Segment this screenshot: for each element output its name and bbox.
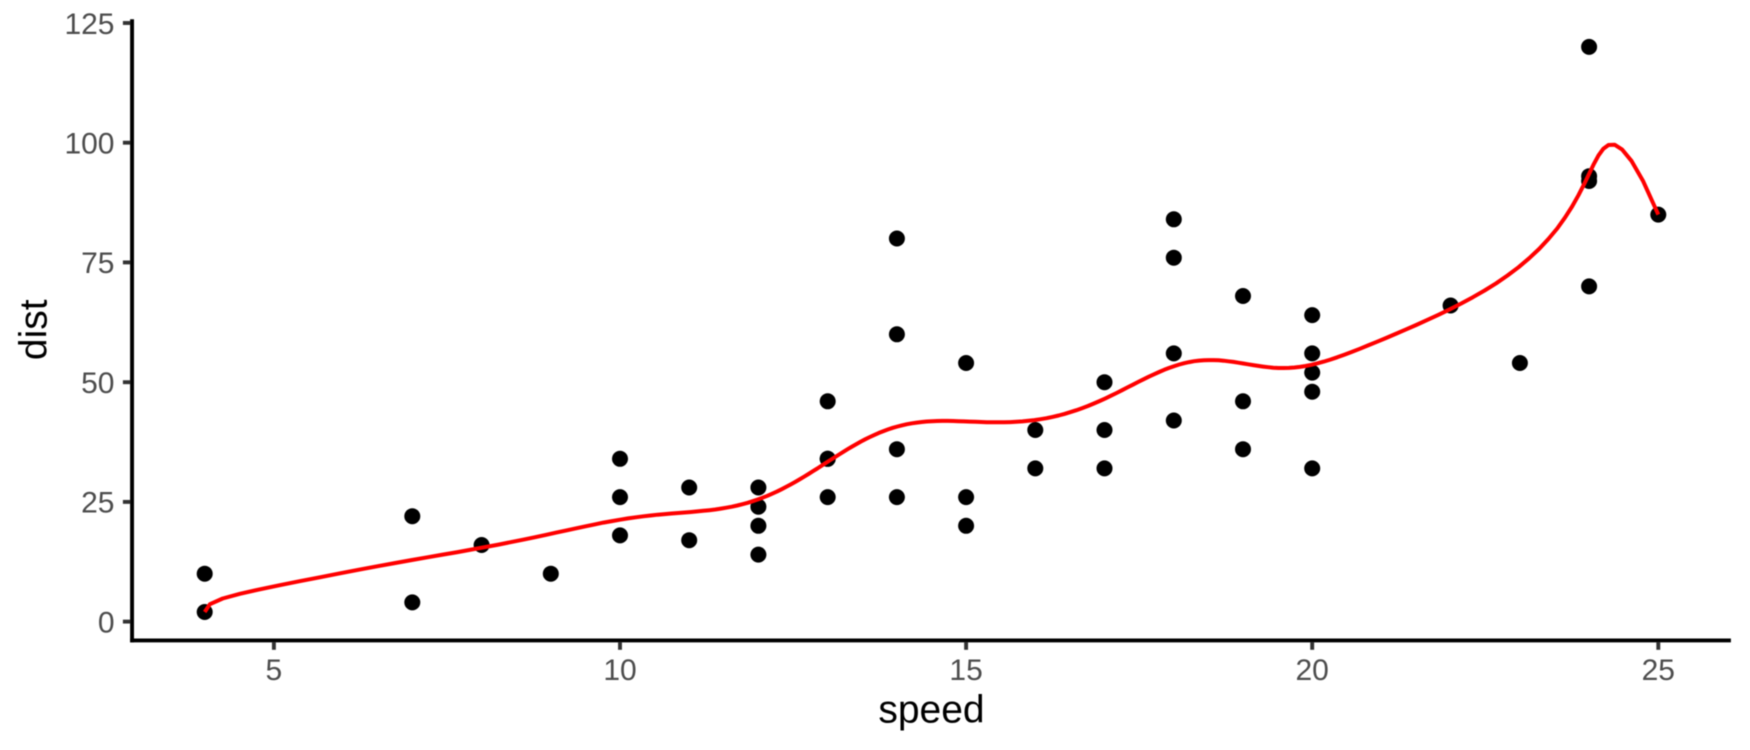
svg-text:75: 75: [81, 247, 114, 280]
svg-text:10: 10: [603, 654, 636, 687]
svg-text:15: 15: [949, 654, 982, 687]
svg-text:0: 0: [98, 606, 115, 639]
svg-text:50: 50: [81, 367, 114, 400]
svg-text:25: 25: [81, 487, 114, 520]
svg-text:20: 20: [1296, 654, 1329, 687]
svg-text:100: 100: [64, 128, 114, 161]
svg-text:125: 125: [64, 8, 114, 41]
svg-text:5: 5: [266, 654, 283, 687]
svg-text:speed: speed: [878, 689, 984, 732]
svg-text:dist: dist: [13, 299, 56, 360]
svg-text:25: 25: [1642, 654, 1675, 687]
